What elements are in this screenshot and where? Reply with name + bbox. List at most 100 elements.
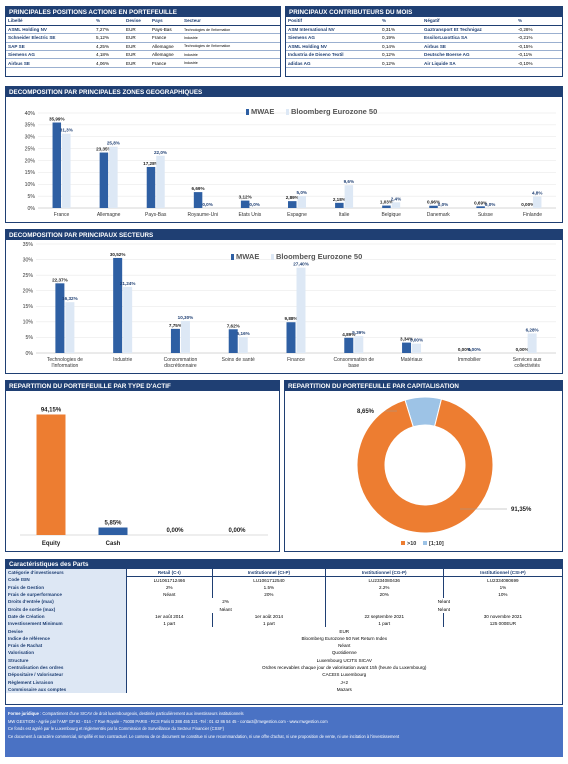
- x-tick-label: Allemagne: [97, 212, 121, 218]
- caract-cell: 2%: [125, 583, 213, 591]
- table-row: Droits d'entrée (max) 2% Néant: [6, 598, 562, 606]
- table-row: Structure Luxembourg UCITS SICAV: [6, 656, 562, 664]
- position-country: Allemagne: [150, 50, 182, 60]
- caract-cell: LU2334080436: [324, 576, 444, 584]
- bar-benchmark: [297, 196, 306, 208]
- caract-label: Date de Création: [6, 612, 126, 621]
- data-label: 0,00%: [228, 528, 246, 534]
- legend-mid-cap: [1;10]: [429, 541, 444, 547]
- position-sector: Technologies de l'information: [182, 42, 280, 52]
- position-name: Schneider Electric SE: [6, 33, 94, 43]
- x-tick-label: Danemark: [427, 212, 451, 218]
- contrib-negative-name: Deutsche Boerse AG: [422, 50, 516, 60]
- geo-panel: DECOMPOSITION PAR PRINCIPALES ZONES GEOG…: [5, 86, 563, 223]
- bar-benchmark: [344, 185, 354, 208]
- table-row: SAP SE 4,25% EUR Allemagne Technologies de l…: [6, 42, 280, 52]
- data-label: 31,3%: [60, 128, 73, 133]
- x-tick-label: Consommation de: [333, 357, 374, 363]
- caract-cell: Néant: [125, 590, 213, 599]
- data-label: 94,15%: [41, 407, 62, 413]
- slice-large-cap: [356, 398, 494, 534]
- position-pct: 4,18%: [94, 50, 124, 60]
- contrib-positive-name: Industria de Diseno Textil: [286, 50, 380, 60]
- y-tick-label: 10%: [23, 320, 34, 326]
- data-label: 6,69%: [192, 186, 205, 191]
- data-label: 7,75%: [169, 323, 182, 328]
- data-label: 8,65%: [357, 409, 375, 415]
- data-label: 0,00%: [521, 202, 534, 207]
- caract-cell: Institutionnel (CSI-P): [442, 569, 562, 577]
- type-title: REPARTITION DU PORTEFEUILLE PAR TYPE D'A…: [6, 381, 279, 391]
- legend-benchmark: Bloomberg Eurozone 50: [276, 252, 362, 261]
- contrib-negative-name: Air Liquide SA: [422, 58, 516, 68]
- bar-mwae: [344, 337, 354, 353]
- position-country: France: [150, 58, 182, 68]
- position-currency: EUR: [124, 25, 150, 35]
- caract-cell: 1%: [442, 583, 562, 591]
- bar-mwae: [193, 192, 203, 208]
- caract-cell: Institutionnel (CG-P): [324, 569, 444, 577]
- table-row: Devise EUR: [6, 627, 562, 635]
- bar-mwae: [228, 329, 238, 353]
- footer-agreement: Ce fonds est agréé par le Luxembourg et …: [8, 726, 224, 731]
- bar-asset-type: [36, 414, 66, 535]
- caract-label: Commissaire aux comptes: [6, 685, 126, 694]
- data-label: 0,00%: [458, 347, 471, 352]
- x-tick-label: Immobilier: [458, 357, 481, 363]
- bar-mwae: [288, 201, 297, 208]
- y-tick-label: 35%: [25, 123, 36, 129]
- y-tick-label: 25%: [25, 146, 36, 152]
- caract-label: Droits d'entrée (max): [6, 598, 126, 606]
- caract-cell: Retail (C-I): [125, 569, 213, 577]
- x-tick-label: Belgique: [381, 212, 401, 218]
- sector-chart: 0% 5% 10% 15% 20% 25% 30% 35% 22,37% 16,32% Techno…: [23, 242, 556, 369]
- col-pays: Pays: [150, 17, 182, 26]
- caract-cell: 1er août 2014: [125, 612, 213, 621]
- legend-swatch-large-cap: [401, 541, 405, 545]
- footer-legal-label: Forme juridique: [8, 711, 39, 716]
- bar-benchmark: [123, 286, 133, 353]
- caract-label: Droits de sortie (max): [6, 605, 126, 613]
- position-name: SAP SE: [6, 42, 94, 52]
- table-row: Droits de sortie (max) Néant Néant: [6, 605, 562, 613]
- caract-table: Catégorie d'investisseurs Retail (C-I) Ins…: [6, 569, 562, 694]
- contrib-negative-name: Gaztransport Et Technigaz: [422, 25, 516, 35]
- x-tick-label: l'information: [51, 363, 78, 369]
- position-country: France: [150, 33, 182, 43]
- table-row: ASML Holding NV 7,27% EUR Pays-Bas Technolog…: [6, 25, 280, 35]
- type-panel: REPARTITION DU PORTEFEUILLE PAR TYPE D'A…: [5, 380, 280, 552]
- bar-mwae: [382, 205, 391, 208]
- data-label: 9,88%: [284, 316, 297, 321]
- bar-mwae: [55, 283, 65, 353]
- data-label: 27,40%: [293, 262, 309, 267]
- bar-benchmark: [412, 343, 422, 353]
- caract-cell: 1 part: [125, 620, 213, 628]
- data-label: 0,96%: [427, 200, 440, 205]
- caract-cell: J+2: [125, 678, 562, 686]
- col-negatif: Négatif: [422, 17, 516, 26]
- caract-cell: Néant: [324, 605, 562, 613]
- caract-cell: 2.2%: [324, 583, 444, 591]
- position-pct: 7,27%: [94, 25, 124, 35]
- table-row: Frais de Rachat Néant: [6, 641, 562, 650]
- legend-large-cap: >10: [407, 541, 416, 547]
- position-name: ASML Holding NV: [6, 25, 94, 35]
- table-row: Airbus SE 4,06% EUR France Industrie: [6, 58, 280, 68]
- table-row: Frais de Gestion 2% 1.5% 2.2% 1%: [6, 583, 562, 591]
- caract-label: Règlement Livraison: [6, 678, 126, 686]
- y-tick-label: 10%: [25, 182, 36, 188]
- contrib-positive-name: ASML Holding NV: [286, 42, 380, 52]
- data-label: 5,39%: [352, 330, 365, 335]
- y-tick-label: 35%: [23, 242, 34, 248]
- bar-mwae: [286, 322, 296, 353]
- position-country: Pays-Bas: [150, 25, 182, 35]
- x-tick-label: Matériaux: [401, 357, 423, 363]
- bar-mwae: [335, 202, 344, 208]
- x-tick-label: Finlande: [523, 212, 542, 218]
- bar-benchmark: [527, 333, 537, 353]
- contrib-negative-name: EssilorLuxottica SA: [422, 33, 516, 43]
- bar-mwae: [52, 122, 62, 208]
- col-pct-pos: %: [380, 17, 422, 26]
- legend-swatch-benchmark: [271, 254, 274, 260]
- contrib-negative-pct: -0,28%: [516, 25, 562, 35]
